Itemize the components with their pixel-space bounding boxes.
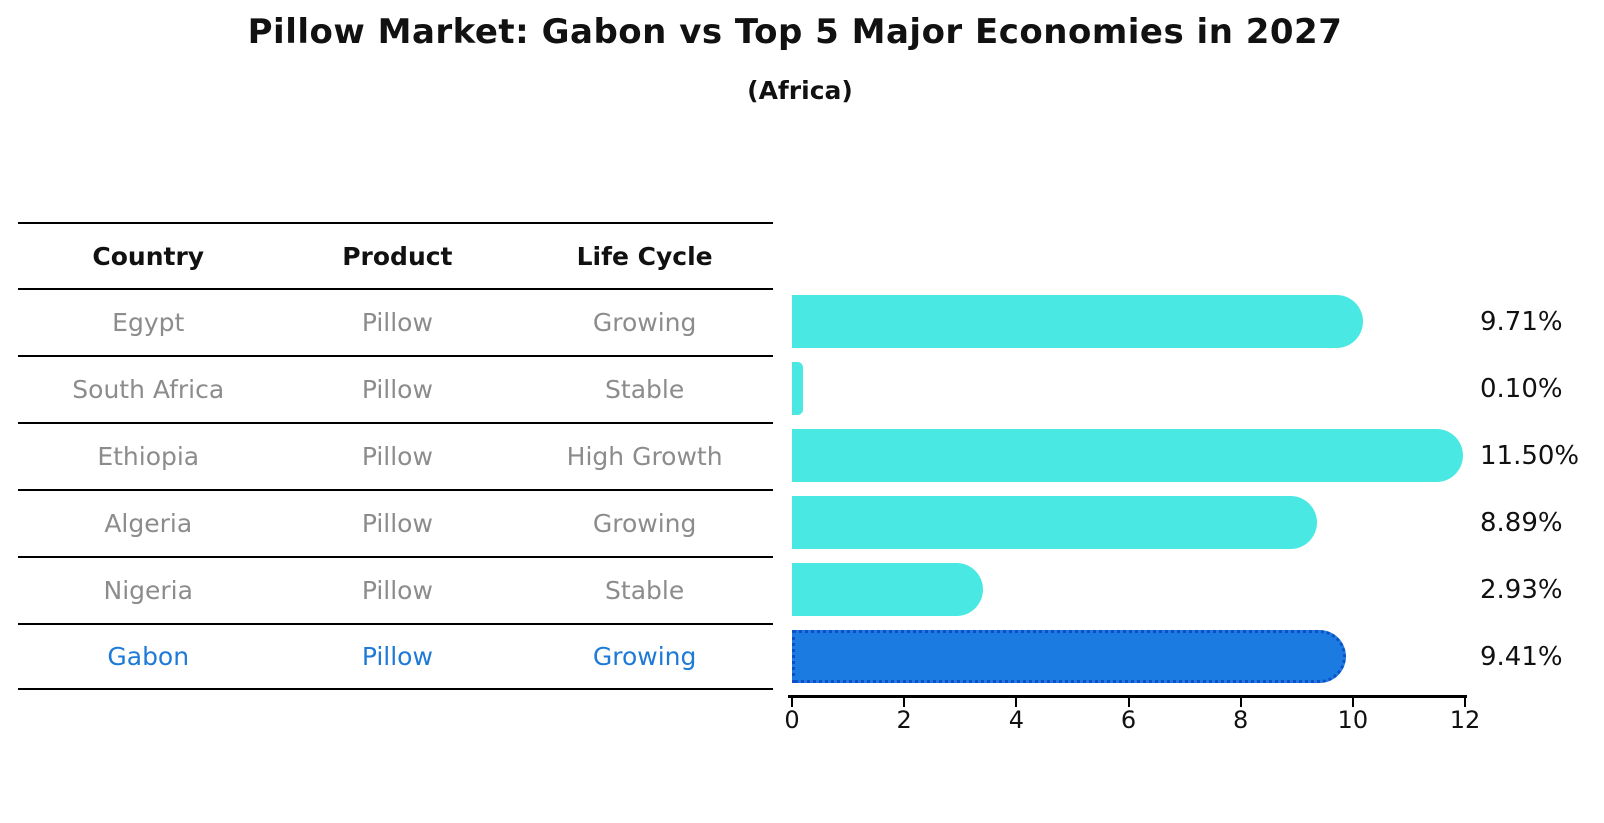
x-tick-label-2: 2 <box>896 706 912 734</box>
x-tick-mark-10 <box>1351 698 1354 707</box>
bar-row-ethiopia <box>792 422 1482 489</box>
chart-subtitle: (Africa) <box>747 76 853 105</box>
table-row-ethiopia: Ethiopia Pillow High Growth <box>18 422 773 489</box>
bar-row-gabon <box>792 623 1482 690</box>
bar-egypt <box>792 295 1364 348</box>
cell-country: Algeria <box>104 509 193 538</box>
x-tick-mark-12 <box>1464 698 1466 707</box>
x-tick-label-4: 4 <box>1008 706 1024 734</box>
x-tick-label-6: 6 <box>1120 706 1137 734</box>
cell-life-cycle: Stable <box>605 375 685 404</box>
table-row-algeria: Algeria Pillow Growing <box>18 489 773 556</box>
bar-south-africa <box>792 362 804 415</box>
x-tick-mark-0 <box>791 698 793 707</box>
value-label-ethiopia: 11.50% <box>1480 440 1580 471</box>
bar-row-nigeria <box>792 556 1482 623</box>
table-row-south-africa: South Africa Pillow Stable <box>18 355 773 422</box>
cell-country: Gabon <box>107 642 190 671</box>
x-tick-label-8: 8 <box>1233 706 1249 734</box>
cell-life-cycle: High Growth <box>566 442 723 471</box>
chart-title: Pillow Market: Gabon vs Top 5 Major Econ… <box>247 12 1343 52</box>
x-tick-label-10: 10 <box>1337 706 1369 734</box>
bar-ethiopia <box>792 429 1464 482</box>
value-label-algeria: 8.89% <box>1480 507 1563 538</box>
cell-country: South Africa <box>72 375 225 404</box>
table-row-egypt: Egypt Pillow Growing <box>18 288 773 355</box>
cell-life-cycle: Growing <box>592 642 697 671</box>
x-tick-label-12: 12 <box>1449 706 1481 734</box>
cell-life-cycle: Growing <box>592 308 697 337</box>
cell-life-cycle: Growing <box>592 509 697 538</box>
value-label-south-africa: 0.10% <box>1480 373 1563 404</box>
cell-product: Pillow <box>361 308 433 337</box>
cell-product: Pillow <box>361 442 433 471</box>
highlighted-bar-gabon <box>792 630 1347 683</box>
bar-row-algeria <box>792 489 1482 556</box>
cell-country: Egypt <box>112 308 185 337</box>
table-header-life-cycle: Life Cycle <box>576 241 713 271</box>
table-row-gabon: Gabon Pillow Growing <box>18 623 773 690</box>
cell-product: Pillow <box>361 509 433 538</box>
cell-product: Pillow <box>361 576 433 605</box>
value-label-nigeria: 2.93% <box>1480 574 1563 605</box>
table-header-product: Product <box>342 241 453 271</box>
table-body: Egypt Pillow Growing South Africa Pillow Stab… <box>18 288 773 690</box>
value-label-gabon: 9.41% <box>1480 641 1563 672</box>
bar-algeria <box>792 496 1318 549</box>
cell-product: Pillow <box>361 375 433 404</box>
country-table: Country Product Life Cycle Egypt Pillow Gr… <box>18 222 773 690</box>
table-row-nigeria: Nigeria Pillow Stable <box>18 556 773 623</box>
cell-country: Ethiopia <box>97 442 200 471</box>
x-tick-label-0: 0 <box>784 706 800 734</box>
bar-row-south-africa <box>792 355 1482 422</box>
x-tick-mark-6 <box>1127 698 1130 707</box>
table-header-row: Country Product Life Cycle <box>18 224 773 288</box>
bar-plot-area <box>792 288 1482 690</box>
bar-row-egypt <box>792 288 1482 355</box>
x-tick-mark-2 <box>903 698 906 707</box>
x-tick-mark-4 <box>1015 698 1018 707</box>
cell-life-cycle: Stable <box>605 576 685 605</box>
cell-product: Pillow <box>361 642 433 671</box>
value-label-egypt: 9.71% <box>1480 306 1563 337</box>
cell-country: Nigeria <box>103 576 193 605</box>
bar-nigeria <box>792 563 983 616</box>
x-tick-mark-8 <box>1239 698 1242 707</box>
table-header-country: Country <box>92 241 205 271</box>
x-axis-line <box>788 695 1467 698</box>
